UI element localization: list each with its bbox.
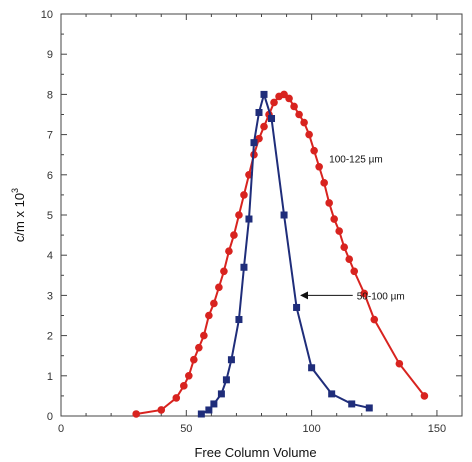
- annotations-layer: 100-125 µm 50-100 µm: [300, 155, 405, 302]
- x-tick-label: 100: [302, 423, 320, 435]
- data-point: [197, 410, 205, 418]
- data-point: [270, 98, 278, 107]
- data-point: [157, 406, 166, 414]
- y-tick-label: 0: [47, 411, 53, 423]
- data-point: [330, 215, 338, 223]
- data-point: [185, 372, 193, 380]
- x-tick-label: 50: [180, 423, 192, 435]
- annotation-label: 50-100 µm: [357, 291, 405, 302]
- axes: 0 50 100 150 0 1 2 3 4 5 6 7 8 9 10 Free Column Volume c…: [10, 9, 463, 460]
- data-point: [360, 289, 369, 298]
- y-tick-label: 10: [41, 9, 53, 21]
- data-point: [260, 122, 268, 131]
- data-point: [205, 406, 213, 414]
- series-1: [132, 90, 429, 418]
- data-point: [172, 394, 181, 402]
- y-tick-label: 8: [47, 89, 53, 101]
- data-point: [293, 303, 301, 311]
- data-point: [285, 94, 293, 103]
- data-point: [222, 376, 230, 384]
- data-point: [225, 247, 233, 255]
- data-point: [210, 299, 218, 308]
- data-point: [395, 359, 404, 368]
- x-tick-label: 0: [58, 423, 64, 435]
- data-point: [315, 162, 323, 171]
- data-point: [195, 343, 203, 352]
- data-point: [132, 410, 140, 418]
- y-axis-title: c/m x 103: [10, 188, 27, 242]
- data-point: [348, 400, 356, 408]
- x-axis-title: Free Column Volume: [194, 445, 316, 460]
- data-point: [295, 110, 303, 119]
- data-point: [320, 179, 328, 187]
- data-point: [310, 146, 318, 155]
- y-tick-label: 9: [47, 49, 53, 61]
- data-point: [350, 267, 359, 276]
- data-point: [215, 283, 223, 292]
- data-point: [240, 263, 248, 271]
- y-tick-label: 1: [47, 371, 53, 383]
- data-point: [190, 355, 198, 364]
- y-axis-title-exponent: 3: [10, 188, 20, 193]
- series-layer: [132, 90, 429, 418]
- data-point: [280, 211, 288, 219]
- data-point: [245, 215, 253, 223]
- y-tick-label: 6: [47, 170, 53, 182]
- data-point: [200, 331, 208, 340]
- data-point: [255, 108, 263, 116]
- data-point: [325, 199, 333, 207]
- data-point: [220, 267, 228, 276]
- x-tick-label: 150: [428, 423, 446, 435]
- y-tick-label: 4: [47, 250, 53, 262]
- data-point: [335, 227, 343, 235]
- data-point: [370, 315, 379, 324]
- data-point: [235, 316, 243, 324]
- data-point: [227, 356, 235, 364]
- data-point: [308, 364, 316, 372]
- data-point: [300, 118, 308, 127]
- data-point: [345, 255, 354, 264]
- data-point: [328, 390, 336, 398]
- data-point: [260, 90, 268, 98]
- data-point: [205, 311, 213, 320]
- y-tick-label: 2: [47, 331, 53, 343]
- data-point: [305, 130, 313, 139]
- y-tick-label: 3: [47, 290, 53, 302]
- data-point: [217, 390, 225, 398]
- data-point: [268, 115, 276, 123]
- data-point: [420, 392, 429, 400]
- data-point: [180, 382, 188, 390]
- data-point: [250, 139, 258, 147]
- data-point: [340, 243, 349, 251]
- series-2: [197, 90, 373, 418]
- data-point: [210, 400, 218, 408]
- y-tick-label: 5: [47, 210, 53, 222]
- data-point: [365, 404, 373, 412]
- data-point: [230, 231, 238, 239]
- annotation-label: 100-125 µm: [329, 155, 383, 166]
- y-tick-label: 7: [47, 130, 53, 142]
- data-point: [235, 211, 243, 219]
- data-point: [290, 102, 298, 111]
- data-point: [240, 191, 248, 199]
